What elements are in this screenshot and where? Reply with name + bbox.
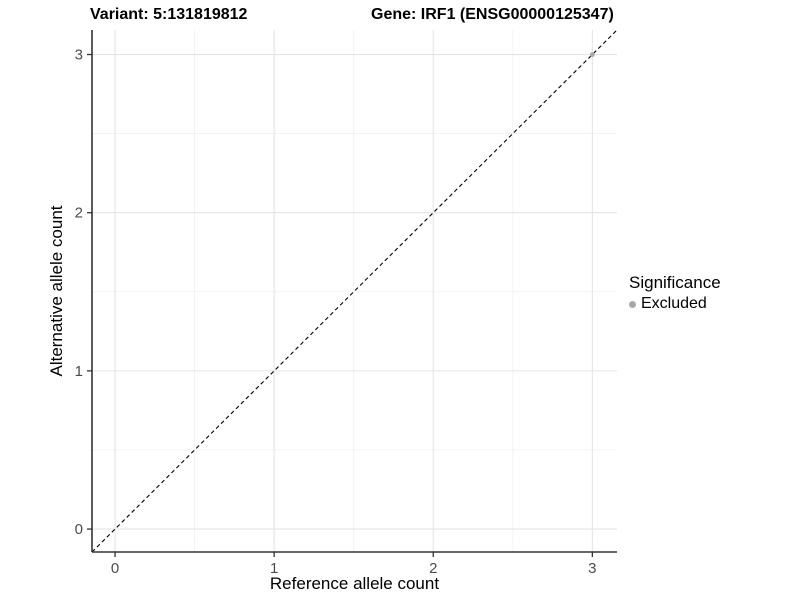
x-axis-title: Reference allele count: [269, 574, 440, 593]
x-tick-label: 1: [270, 560, 278, 577]
legend-item-label: Excluded: [641, 295, 707, 312]
legend-title: Significance: [629, 273, 721, 292]
x-tick-label: 2: [429, 560, 437, 577]
gene-title: Gene: IRF1 (ENSG00000125347): [371, 6, 614, 23]
x-tick-label: 0: [111, 560, 119, 577]
legend-item-excluded: Excluded: [629, 294, 721, 314]
y-tick-label: 1: [75, 363, 83, 380]
legend-point-icon: [629, 300, 636, 308]
y-tick-label: 2: [75, 205, 83, 222]
y-tick-label: 0: [75, 521, 83, 538]
x-tick-label: 3: [588, 560, 596, 577]
legend: Significance Excluded: [629, 273, 721, 314]
y-axis-title: Alternative allele count: [47, 205, 66, 377]
variant-title: Variant: 5:131819812: [90, 6, 248, 23]
data-point-excluded: [589, 52, 595, 57]
y-tick-label: 3: [75, 47, 83, 64]
identity-line: [91, 29, 618, 553]
